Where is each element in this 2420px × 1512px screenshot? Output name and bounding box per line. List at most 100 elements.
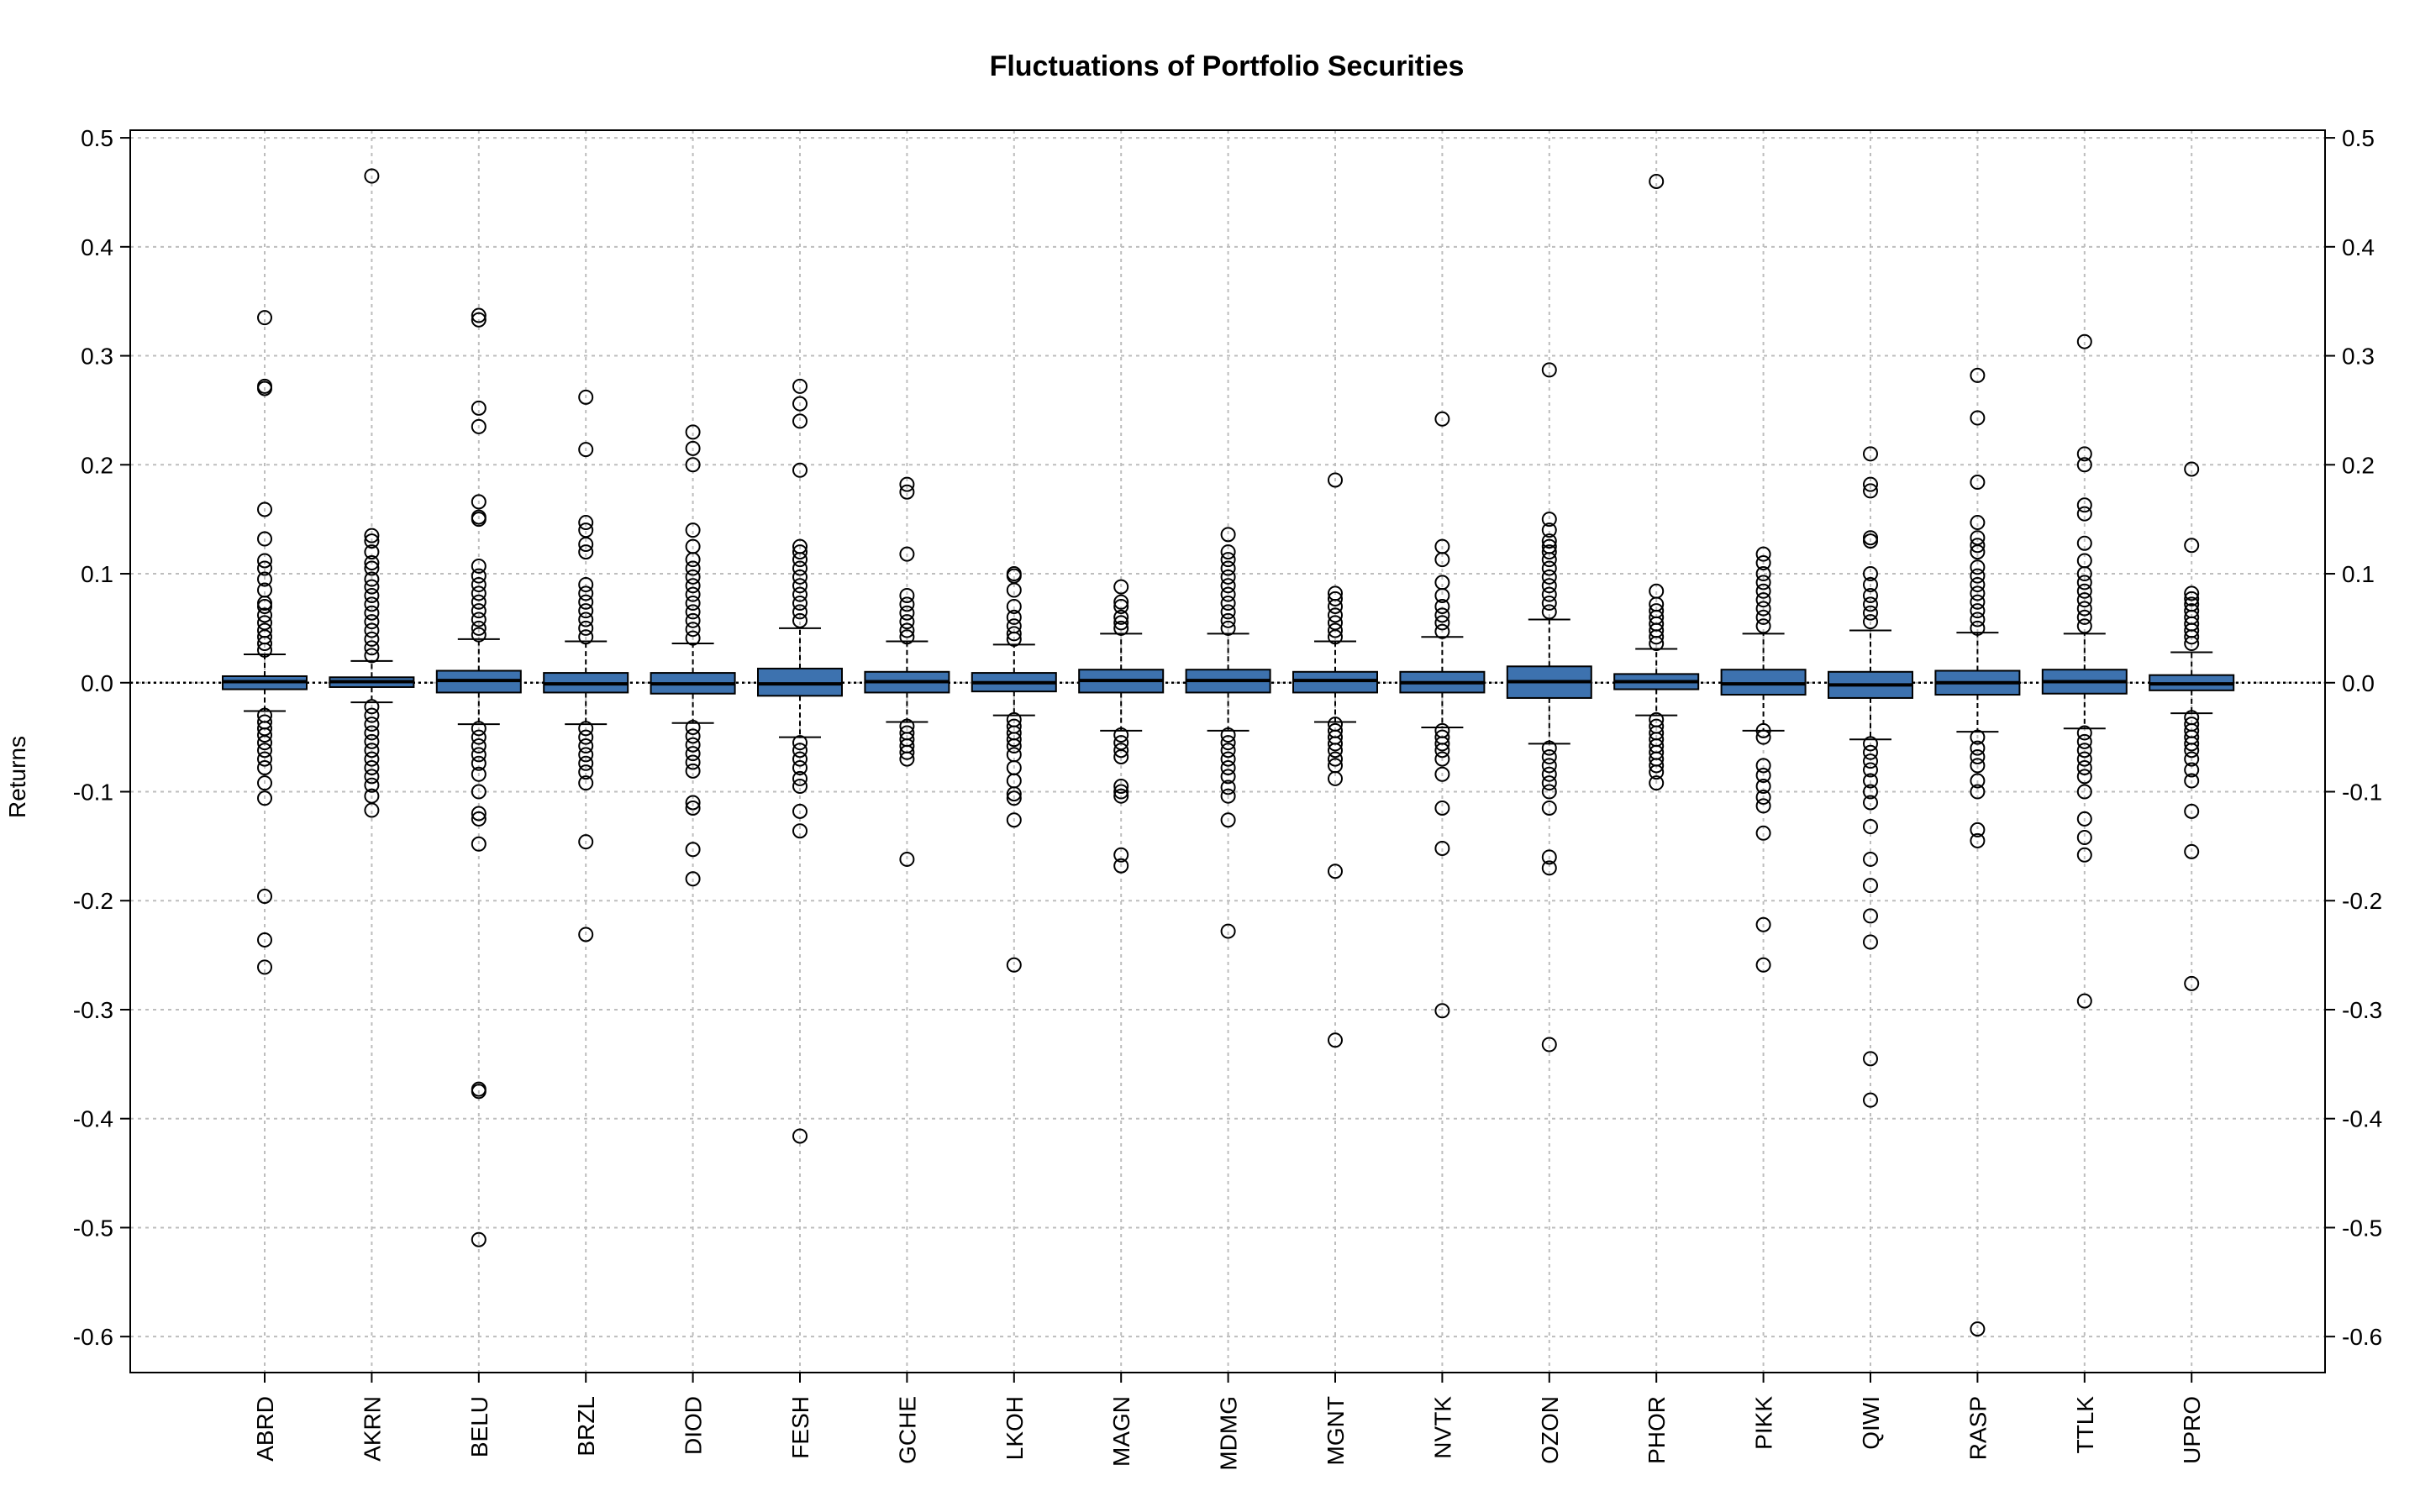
x-tick-label: AKRN — [359, 1396, 385, 1462]
outlier-point — [364, 528, 380, 543]
outlier-point — [578, 747, 594, 763]
outlier-point — [578, 755, 594, 771]
outlier-point — [2076, 575, 2092, 591]
outlier-point — [2184, 629, 2200, 645]
outlier-point — [1328, 591, 1343, 606]
outlier-point — [1755, 566, 1771, 582]
outlier-point — [578, 764, 594, 780]
outlier-point — [1113, 727, 1129, 743]
box-series — [222, 168, 2235, 1337]
outlier-point — [2076, 743, 2092, 759]
outlier-point — [685, 586, 701, 602]
outlier-point — [685, 552, 701, 568]
outlier-point — [792, 396, 808, 412]
outlier-point — [1649, 629, 1665, 645]
outlier-point — [578, 629, 594, 645]
y-tick-label-right: 0.4 — [2342, 234, 2375, 260]
y-tick-label-left: 0.5 — [81, 125, 113, 151]
box-phor — [1613, 173, 1700, 791]
outlier-point — [1970, 620, 1986, 636]
outlier-point — [1970, 585, 1986, 601]
outlier-point — [364, 560, 380, 576]
outlier-point — [2076, 506, 2092, 522]
outlier-point — [257, 759, 272, 775]
y-tick-label-left: -0.1 — [73, 780, 113, 806]
outlier-point — [1541, 596, 1557, 612]
outlier-point — [257, 310, 272, 326]
outlier-point — [1541, 740, 1557, 756]
outlier-point — [899, 587, 915, 603]
outlier-point — [471, 494, 487, 510]
outlier-point — [1541, 552, 1557, 568]
outlier-point — [1541, 1037, 1557, 1053]
outlier-point — [364, 648, 380, 664]
outlier-point — [1220, 743, 1236, 759]
outlier-point — [364, 555, 380, 571]
outlier-point — [1541, 512, 1557, 528]
outlier-point — [364, 571, 380, 587]
box-akrn — [329, 168, 415, 818]
outlier-point — [364, 640, 380, 656]
outlier-point — [1541, 758, 1557, 774]
outlier-point — [1328, 736, 1343, 752]
outlier-point — [792, 586, 808, 602]
outlier-point — [1649, 758, 1665, 774]
outlier-point — [2076, 993, 2092, 1009]
outlier-point — [1434, 623, 1450, 639]
x-tick-label: BRZL — [573, 1396, 599, 1457]
outlier-point — [578, 738, 594, 754]
outlier-point — [685, 871, 701, 887]
outlier-point — [471, 568, 487, 584]
y-tick-label-right: 0.0 — [2342, 670, 2375, 696]
outlier-point — [2184, 591, 2200, 606]
x-tick-label: UPRO — [2179, 1396, 2205, 1464]
outlier-point — [1434, 552, 1450, 568]
outlier-point — [1863, 753, 1878, 769]
outlier-point — [471, 512, 487, 528]
outlier-point — [792, 560, 808, 576]
outlier-point — [1328, 1032, 1343, 1048]
outlier-point — [1755, 601, 1771, 617]
outlier-point — [685, 630, 701, 646]
outlier-point — [257, 607, 272, 623]
outlier-point — [1755, 729, 1771, 745]
outlier-point — [1970, 612, 1986, 627]
outlier-point — [364, 743, 380, 759]
outlier-point — [2184, 843, 2200, 859]
grid-lines — [130, 130, 2325, 1373]
outlier-point — [1970, 784, 1986, 800]
outlier-point — [685, 763, 701, 779]
outlier-point — [2184, 585, 2200, 601]
outlier-point — [899, 629, 915, 645]
outlier-point — [1970, 603, 1986, 619]
outlier-point — [578, 927, 594, 942]
x-tick-label: MGNT — [1323, 1396, 1349, 1465]
outlier-point — [2076, 759, 2092, 775]
outlier-point — [1863, 736, 1878, 752]
outlier-point — [685, 457, 701, 473]
outlier-point — [471, 558, 487, 574]
outlier-point — [1328, 864, 1343, 879]
x-tick-label: MAGN — [1108, 1396, 1134, 1467]
outlier-point — [364, 605, 380, 621]
outlier-point — [471, 806, 487, 822]
outlier-point — [1113, 598, 1129, 614]
outlier-point — [685, 746, 701, 762]
outlier-point — [471, 1084, 487, 1100]
y-tick-label-right: -0.3 — [2342, 997, 2382, 1023]
x-tick-label: BELU — [466, 1396, 492, 1457]
outlier-point — [1434, 800, 1450, 816]
outlier-point — [1220, 569, 1236, 585]
outlier-point — [1434, 411, 1450, 427]
outlier-point — [1970, 538, 1986, 554]
outlier-point — [1863, 851, 1878, 867]
outlier-point — [1220, 923, 1236, 939]
outlier-point — [1220, 812, 1236, 828]
outlier-point — [1863, 446, 1878, 462]
outlier-point — [1755, 768, 1771, 784]
outlier-point — [1863, 605, 1878, 621]
outlier-point — [792, 544, 808, 560]
outlier-point — [792, 779, 808, 795]
outlier-point — [1541, 560, 1557, 576]
